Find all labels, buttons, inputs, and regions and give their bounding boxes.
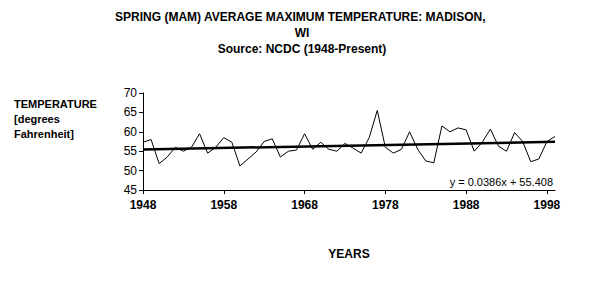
- svg-text:Fahrenheit]: Fahrenheit]: [14, 128, 74, 140]
- svg-text:WI: WI: [295, 26, 310, 40]
- svg-text:1988: 1988: [453, 198, 480, 212]
- svg-text:1978: 1978: [372, 198, 399, 212]
- svg-text:45: 45: [124, 183, 138, 197]
- svg-text:1958: 1958: [210, 198, 237, 212]
- svg-text:y = 0.0386x + 55.408: y = 0.0386x + 55.408: [450, 176, 553, 188]
- svg-text:[degrees: [degrees: [14, 113, 63, 125]
- svg-text:YEARS: YEARS: [328, 247, 369, 261]
- svg-text:55: 55: [124, 144, 138, 158]
- svg-text:65: 65: [124, 105, 138, 119]
- svg-text:60: 60: [124, 125, 138, 139]
- svg-text:70: 70: [124, 86, 138, 100]
- svg-text:1998: 1998: [534, 198, 561, 212]
- svg-text:1948: 1948: [130, 198, 157, 212]
- svg-text:TEMPERATURE: TEMPERATURE: [14, 98, 100, 110]
- svg-text:50: 50: [124, 164, 138, 178]
- svg-text:1968: 1968: [291, 198, 318, 212]
- svg-text:Source: NCDC (1948-Present): Source: NCDC (1948-Present): [218, 42, 387, 56]
- svg-text:SPRING (MAM) AVERAGE MAXIMUM T: SPRING (MAM) AVERAGE MAXIMUM TEMPERATURE…: [115, 10, 489, 24]
